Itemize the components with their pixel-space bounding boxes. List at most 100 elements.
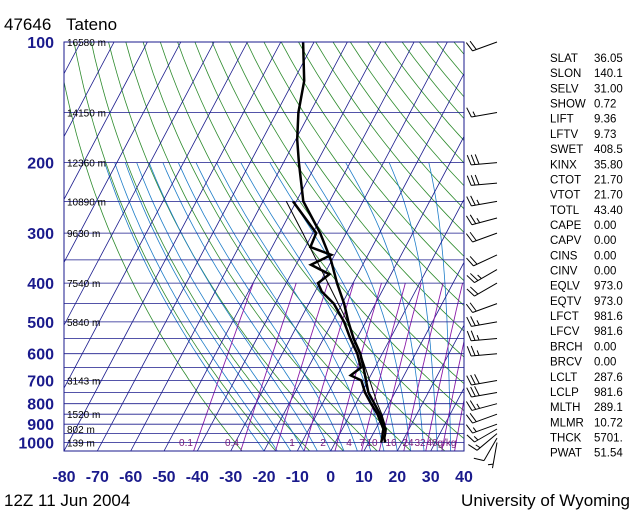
index-value: 0.00 — [594, 341, 616, 353]
wind-barb-half-feather — [476, 199, 480, 205]
mixing-ratio-line — [193, 282, 254, 451]
wind-barb-staff — [471, 217, 498, 226]
moist-adiabat — [136, 162, 305, 451]
wind-barb-feather — [466, 288, 475, 297]
isotherm-line — [263, 72, 464, 451]
wind-barb-feather — [470, 386, 476, 397]
height-label: 9630 m — [67, 229, 100, 240]
index-value: 0.00 — [594, 250, 616, 262]
wind-barb-staff — [471, 162, 498, 166]
wind-barb-feather — [470, 195, 476, 206]
moist-adiabat — [162, 162, 332, 451]
isotherm-line — [296, 135, 464, 451]
wind-barb — [473, 437, 498, 462]
index-value: 35.80 — [594, 159, 623, 171]
index-value: 43.40 — [594, 205, 623, 217]
wind-barb — [465, 400, 498, 411]
wind-barb-feather — [470, 286, 479, 295]
mixing-ratio-label: g/kg — [438, 438, 457, 449]
temperature-tick-label: -60 — [119, 469, 142, 486]
temperature-tick-label: -10 — [286, 469, 309, 486]
wind-barb — [466, 254, 498, 267]
index-value: 51.54 — [594, 448, 623, 460]
index-label: MLTH — [550, 402, 580, 414]
wind-barb-feather — [465, 215, 473, 225]
isotherm-line — [64, 42, 282, 451]
pressure-tick-label: 300 — [27, 226, 54, 243]
mixing-ratio-line — [303, 282, 355, 451]
wind-barb-half-feather — [477, 274, 482, 279]
index-label: LIFT — [550, 114, 574, 126]
index-value: 287.6 — [594, 372, 623, 384]
index-value: 973.0 — [594, 281, 623, 293]
mixing-ratio-line — [361, 282, 406, 451]
wind-barb-feather — [469, 400, 477, 410]
isobar-lines — [64, 41, 464, 452]
wind-barb-feather — [465, 42, 473, 52]
wind-barb — [465, 423, 498, 434]
isotherm-line — [363, 261, 464, 451]
wind-barb-half-feather — [473, 436, 479, 441]
temperature-tick-label: -20 — [252, 469, 275, 486]
pressure-tick-label: 500 — [27, 315, 54, 332]
index-value: 0.00 — [594, 266, 616, 278]
index-label: CINV — [550, 266, 578, 278]
pressure-tick-label: 1000 — [18, 436, 54, 453]
height-label: 7540 m — [67, 279, 100, 290]
index-label: SLAT — [550, 53, 578, 65]
wind-barb-feather — [470, 175, 476, 186]
mixing-ratio-labels: 0.1 0.4 1 2 4 7 10 16 24 32 40 g/kg — [179, 438, 456, 449]
dry-adiabat — [280, 42, 464, 282]
wind-barb — [466, 269, 498, 284]
wind-barb — [466, 195, 498, 207]
pressure-tick-label: 100 — [27, 35, 54, 52]
index-value: 0.72 — [594, 99, 616, 111]
isotherm-line — [64, 42, 215, 327]
index-value: 31.00 — [594, 83, 623, 95]
wind-barb-staff — [473, 254, 498, 267]
wind-barb-feather — [470, 154, 476, 165]
wind-barb-staff — [471, 353, 498, 357]
wind-barb — [466, 330, 498, 342]
isotherm-line — [96, 42, 315, 451]
isotherm-line — [130, 42, 348, 451]
wind-barb-feather — [466, 154, 472, 166]
wind-barb-half-feather — [487, 463, 494, 466]
wind-barb-feather — [474, 154, 480, 165]
wind-barb-feather — [466, 434, 475, 443]
station-id: 47646 — [4, 15, 51, 34]
station-name: Tateno — [66, 15, 117, 34]
index-value: 9.73 — [594, 129, 616, 141]
isotherm-line — [64, 42, 115, 138]
index-label: SWET — [550, 144, 583, 156]
wind-barb-half-feather — [476, 217, 481, 223]
wind-barb-feather — [466, 107, 472, 118]
index-label: CINS — [550, 250, 578, 262]
dry-adiabat — [90, 42, 310, 451]
wind-barb-staff — [483, 437, 498, 461]
wind-barb-feather — [465, 424, 473, 434]
dry-adiabat — [125, 42, 378, 451]
height-label: 1520 m — [67, 410, 100, 421]
dry-adiabat — [211, 42, 464, 385]
dry-adiabat — [315, 42, 464, 233]
mixing-ratio-lines — [193, 282, 464, 451]
wind-barb-staff — [471, 112, 498, 118]
wind-barb-feather — [470, 273, 479, 281]
plot-frame — [63, 41, 465, 452]
height-labels: 16580 m 14150 m 12360 m 10890 m 9630 m 7540 m… — [67, 38, 106, 450]
index-label: EQTV — [550, 296, 582, 308]
mixing-ratio-label: 32 — [414, 438, 426, 449]
moist-adiabat — [428, 162, 452, 451]
mixing-ratio-line — [425, 282, 464, 451]
wind-barb-half-feather — [472, 427, 477, 433]
mixing-ratio-line — [403, 282, 444, 451]
wind-barb-staff — [471, 200, 498, 207]
temperature-tick-label: -80 — [52, 469, 75, 486]
wind-barb-staff — [472, 303, 498, 313]
wind-barb — [466, 107, 498, 118]
moist-adiabat — [345, 162, 425, 451]
footer-date: 12Z 11 Jun 2004 — [4, 491, 130, 510]
wind-barb-feather — [465, 303, 473, 313]
wind-barb-staff — [471, 321, 498, 327]
